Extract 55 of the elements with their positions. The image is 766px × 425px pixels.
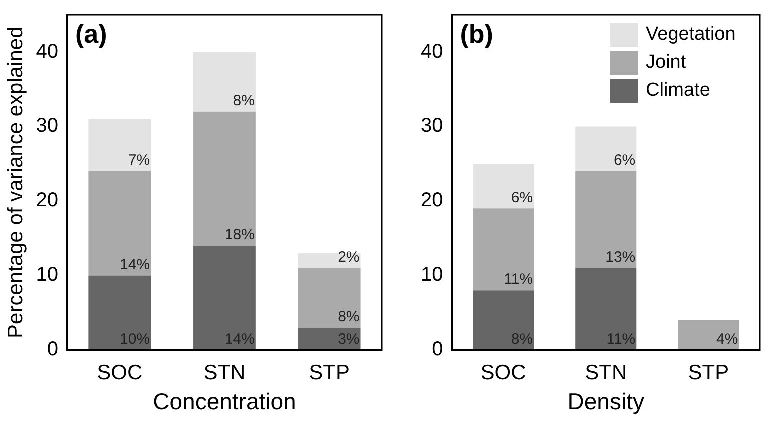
data-label: 18% — [224, 226, 255, 244]
y-tick-label: 20 — [36, 190, 58, 212]
data-label: 8% — [233, 92, 255, 110]
x-tick-label: STN — [585, 362, 628, 385]
legend-label: Vegetation — [646, 24, 736, 46]
data-label: 11% — [504, 271, 534, 288]
x-tick-label: STP — [309, 362, 350, 385]
data-label: 6% — [511, 189, 534, 206]
data-label: 8% — [511, 330, 534, 348]
data-label: 11% — [606, 330, 636, 348]
y-tick-label: 30 — [36, 115, 58, 138]
bar — [576, 268, 637, 350]
bar — [576, 126, 637, 172]
data-label: 13% — [606, 248, 636, 266]
bar — [194, 112, 256, 246]
bar — [298, 268, 361, 328]
bar — [576, 171, 637, 268]
data-label: 3% — [338, 330, 360, 348]
x-axis-title: Concentration — [153, 388, 296, 415]
data-label: 10% — [120, 330, 150, 348]
data-label: 4% — [716, 330, 738, 348]
chart-title: (a) — [75, 19, 108, 50]
y-tick-label: 40 — [36, 40, 58, 63]
data-label: 14% — [224, 330, 255, 348]
data-label: 6% — [614, 152, 636, 170]
data-label: 7% — [128, 152, 150, 170]
y-tick-label: 30 — [420, 115, 444, 138]
bar — [88, 171, 152, 276]
bar — [194, 52, 256, 112]
bar — [88, 276, 152, 350]
bar — [473, 290, 534, 350]
data-label: 2% — [338, 248, 360, 266]
legend-label: Joint — [646, 52, 687, 74]
x-tick-label: SOC — [97, 362, 143, 385]
y-tick-label: 10 — [36, 264, 58, 286]
bar — [298, 253, 361, 268]
y-tick-label: 0 — [432, 338, 444, 361]
y-axis-title: Percentage of variance explained — [4, 26, 28, 338]
y-tick-label: 0 — [47, 338, 58, 361]
bar — [194, 246, 256, 350]
y-tick-label: 20 — [420, 190, 444, 212]
x-tick-label: STP — [688, 362, 730, 385]
bar — [473, 208, 534, 291]
bar — [473, 164, 534, 209]
bar — [678, 320, 740, 350]
x-tick-label: STN — [204, 362, 246, 385]
y-tick-label: 40 — [420, 40, 444, 63]
x-axis-title: Density — [568, 388, 645, 415]
x-tick-label: SOC — [480, 362, 526, 385]
data-label: 8% — [338, 308, 360, 326]
legend-label: Climate — [646, 80, 710, 102]
data-label: 14% — [120, 256, 150, 274]
chart-title: (b) — [460, 19, 494, 50]
y-tick-label: 10 — [420, 264, 444, 286]
bar — [88, 119, 152, 172]
